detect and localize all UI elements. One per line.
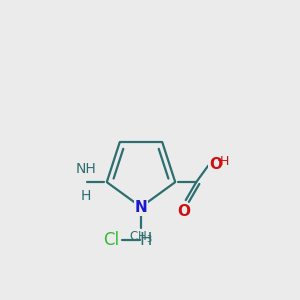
Text: O: O — [178, 204, 191, 219]
Text: O: O — [209, 157, 222, 172]
Text: ·H: ·H — [217, 155, 230, 168]
Text: H: H — [139, 231, 152, 249]
Text: H: H — [81, 189, 91, 203]
Text: NH: NH — [75, 161, 96, 176]
Text: N: N — [135, 200, 147, 214]
Text: Cl: Cl — [103, 231, 119, 249]
Text: CH$_3$: CH$_3$ — [129, 230, 153, 244]
